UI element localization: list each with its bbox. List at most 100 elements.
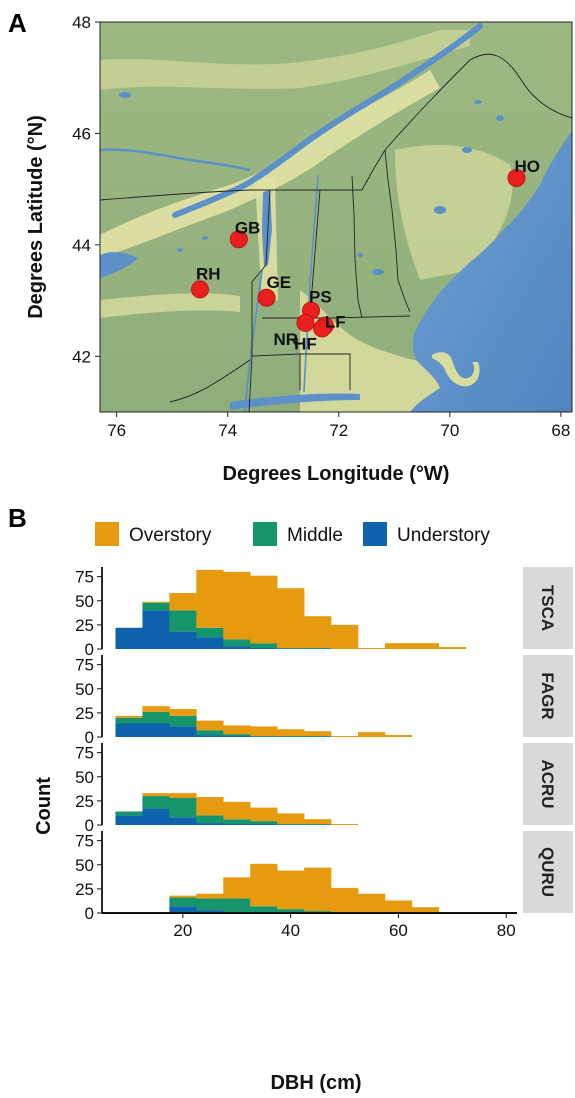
- map-y-tick-label: 48: [72, 13, 91, 32]
- panel-a-letter: A: [8, 8, 27, 38]
- bar-tsca-overstory: [304, 616, 332, 649]
- facet-y-tick-label: 50: [75, 680, 94, 699]
- facet-strip-label: FAGR: [538, 672, 557, 719]
- bar-tsca-overstory: [358, 648, 386, 649]
- site-label-lf: LF: [325, 313, 346, 332]
- legend-swatch-middle: [253, 522, 277, 546]
- bar-quru-middle: [223, 898, 251, 913]
- bar-fagr-overstory: [250, 726, 278, 737]
- facet-y-tick-label: 25: [75, 616, 94, 635]
- bar-acru-middle: [304, 824, 332, 825]
- facet-strip: [523, 743, 573, 825]
- map-y-tick-label: 46: [72, 124, 91, 143]
- bar-tsca-middle: [169, 610, 197, 632]
- legend-label-overstory: Overstory: [129, 525, 212, 546]
- bar-tsca-understory: [196, 637, 224, 649]
- site-marker-rh: [190, 280, 209, 299]
- bar-acru-understory: [142, 808, 170, 825]
- bar-acru-middle: [223, 819, 251, 825]
- site-label-ho: HO: [514, 157, 540, 176]
- facets: 0 25 50 75 TSCA 0 25 50 75 FAGR 0 25 50 75 ACRU 0 25 50 75…: [75, 567, 573, 923]
- bar-tsca-understory: [223, 646, 251, 649]
- bar-acru-overstory: [250, 807, 278, 822]
- facet-strip: [523, 567, 573, 649]
- bar-fagr-middle: [304, 736, 332, 737]
- facet-y-tick-label: 25: [75, 880, 94, 899]
- facet-strip-label: QURU: [538, 847, 557, 897]
- bar-acru-overstory: [331, 824, 359, 825]
- bar-acru-overstory: [169, 793, 197, 798]
- bar-quru-middle: [250, 906, 278, 913]
- bar-fagr-overstory: [331, 736, 359, 737]
- bar-acru-understory: [223, 824, 251, 825]
- map-ottawa-river: [100, 148, 251, 172]
- bar-tsca-middle: [142, 602, 170, 611]
- bar-fagr-middle: [277, 736, 305, 737]
- hist-y-axis-title: Count: [33, 777, 55, 835]
- bar-tsca-overstory: [223, 571, 251, 640]
- bar-quru-middle: [277, 909, 305, 913]
- facet-strip: [523, 655, 573, 737]
- facet-quru: 0 25 50 75 QURU: [75, 831, 573, 923]
- site-label-rh: RH: [196, 264, 221, 283]
- map-lakes: [119, 92, 504, 275]
- site-marker-gb: [229, 230, 248, 249]
- bar-acru-middle: [250, 821, 278, 825]
- bar-acru-overstory: [277, 813, 305, 825]
- bar-quru-middle: [196, 898, 224, 911]
- facet-y-tick-label: 50: [75, 856, 94, 875]
- bar-fagr-middle: [196, 730, 224, 736]
- legend-swatch-understory: [363, 522, 387, 546]
- map-lowland-north: [100, 30, 470, 90]
- panel-b-letter: B: [8, 503, 27, 533]
- facet-y-tick-label: 75: [75, 744, 94, 763]
- bar-acru-understory: [169, 817, 197, 825]
- facet-y-tick-label: 50: [75, 592, 94, 611]
- site-marker-ge: [257, 288, 276, 307]
- bar-quru-overstory: [169, 895, 197, 898]
- map-lowland-maine: [395, 145, 513, 280]
- bar-fagr-middle: [223, 734, 251, 737]
- bar-fagr-overstory: [384, 735, 413, 737]
- hist-x-tick-label: 80: [497, 921, 516, 940]
- facet-y-tick-label: 25: [75, 704, 94, 723]
- bar-acru-middle: [142, 796, 170, 809]
- bar-fagr-overstory: [277, 729, 305, 737]
- map-x-tick-label: 74: [218, 421, 237, 440]
- facet-y-tick-label: 75: [75, 656, 94, 675]
- map-long-island-sound: [230, 393, 360, 410]
- facet-fagr: 0 25 50 75 FAGR: [75, 655, 573, 747]
- map-lowland-ct-valley: [300, 290, 450, 412]
- bar-acru-middle: [169, 797, 197, 818]
- bar-tsca-understory: [115, 627, 143, 649]
- legend: Overstory Middle Understory: [95, 522, 490, 546]
- bar-fagr-overstory: [223, 725, 251, 735]
- facet-y-tick-label: 75: [75, 568, 94, 587]
- bar-acru-middle: [277, 824, 305, 825]
- bar-tsca-middle: [277, 648, 305, 649]
- bar-quru-understory: [196, 910, 224, 913]
- bar-acru-overstory: [223, 801, 251, 820]
- bar-quru-overstory: [358, 893, 386, 913]
- bar-tsca-overstory: [277, 588, 305, 649]
- bar-quru-overstory: [196, 893, 224, 899]
- map-axes: 76 74 72 70 68 48 46 44 42: [72, 13, 570, 440]
- bar-tsca-understory: [169, 631, 197, 649]
- bar-tsca-overstory: [196, 569, 224, 628]
- site-marker-ho: [507, 169, 526, 187]
- bar-fagr-overstory: [358, 732, 386, 737]
- bar-fagr-middle: [142, 711, 170, 724]
- site-label-ps: PS: [309, 288, 332, 307]
- bar-tsca-overstory: [438, 647, 467, 649]
- facet-y-tick-label: 0: [85, 816, 94, 835]
- site-marker-hf: [313, 319, 332, 338]
- facet-y-tick-label: 0: [85, 728, 94, 747]
- bar-fagr-overstory: [142, 706, 170, 712]
- legend-swatch-overstory: [95, 522, 119, 546]
- facet-y-tick-label: 0: [85, 640, 94, 659]
- bar-fagr-understory: [196, 735, 224, 737]
- map-x-tick-label: 70: [440, 421, 459, 440]
- map-lake-champlain: [262, 190, 272, 266]
- bar-acru-overstory: [142, 793, 170, 797]
